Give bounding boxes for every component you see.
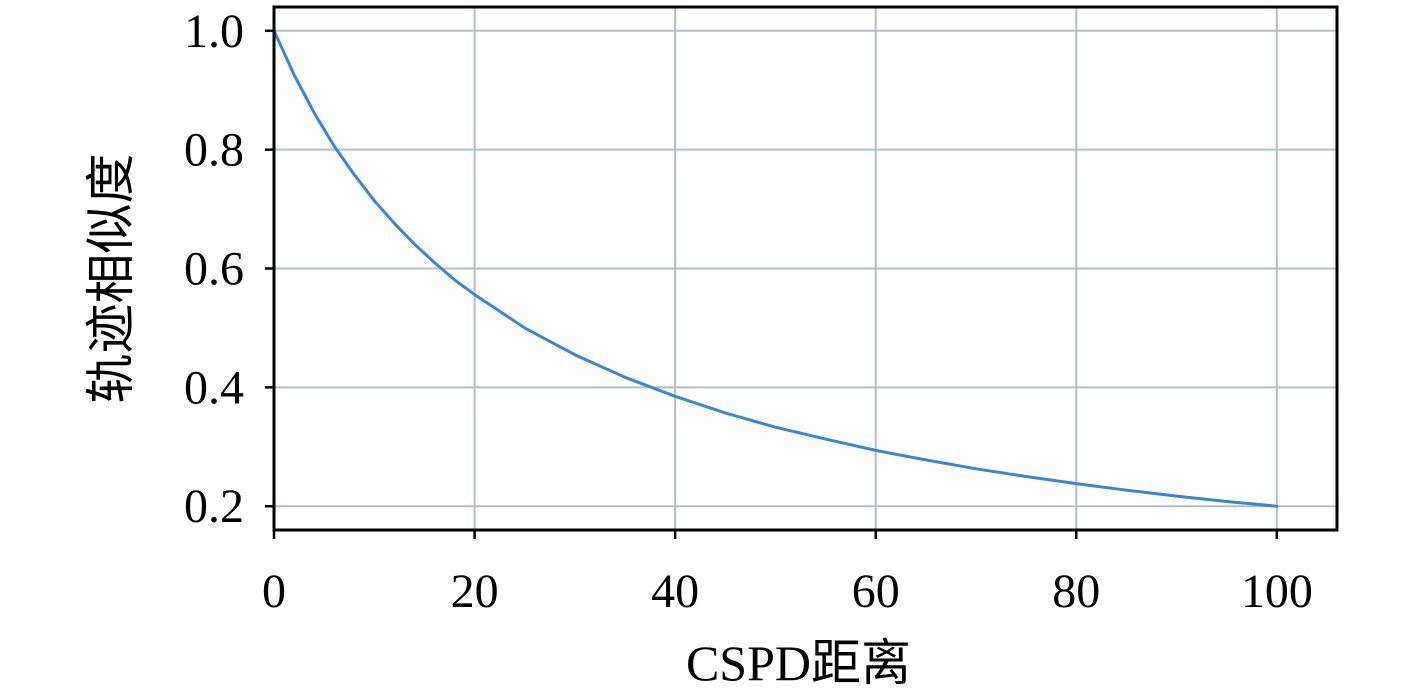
series-layer xyxy=(272,29,1279,508)
y-tick-label: 1.0 xyxy=(184,5,244,58)
y-axis-title: 轨迹相似度 xyxy=(83,154,139,404)
x-tick-label: 40 xyxy=(651,565,699,618)
y-tick-label: 0.8 xyxy=(184,124,244,177)
y-tick-label: 0.6 xyxy=(184,243,244,296)
x-axis-title: CSPD距离 xyxy=(686,635,911,691)
x-tick-label: 80 xyxy=(1052,565,1100,618)
y-tick-label: 0.2 xyxy=(184,480,244,533)
x-tick-label: 60 xyxy=(852,565,900,618)
grid xyxy=(274,7,1337,530)
series-line xyxy=(272,29,1279,508)
x-tick-label: 100 xyxy=(1241,565,1313,618)
x-tick-label: 20 xyxy=(451,565,499,618)
y-tick-label: 0.4 xyxy=(184,361,244,414)
ticks xyxy=(265,29,1279,539)
tick-labels: 0 20 40 60 80 100 0.2 0.4 0.6 0.8 1.0 xyxy=(184,5,1313,618)
x-tick-label: 0 xyxy=(262,565,286,618)
